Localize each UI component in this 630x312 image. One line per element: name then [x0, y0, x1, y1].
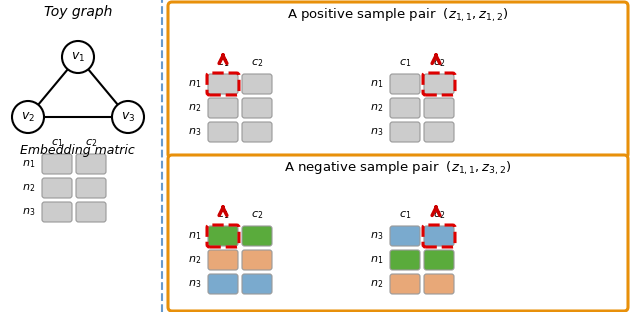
Text: $c_1$: $c_1$	[217, 57, 229, 69]
Text: $n_3$: $n_3$	[21, 206, 35, 218]
FancyBboxPatch shape	[424, 98, 454, 118]
FancyBboxPatch shape	[390, 98, 420, 118]
FancyBboxPatch shape	[76, 202, 106, 222]
Text: $v_1$: $v_1$	[71, 51, 85, 64]
Circle shape	[62, 41, 94, 73]
FancyBboxPatch shape	[208, 98, 238, 118]
Text: $n_2$: $n_2$	[188, 102, 201, 114]
Text: $n_1$: $n_1$	[370, 254, 383, 266]
FancyBboxPatch shape	[76, 154, 106, 174]
Text: A negative sample pair  $(z_{1,1},z_{3,2})$: A negative sample pair $(z_{1,1},z_{3,2}…	[284, 160, 512, 177]
Text: $n_1$: $n_1$	[188, 230, 201, 242]
FancyBboxPatch shape	[424, 274, 454, 294]
FancyBboxPatch shape	[424, 122, 454, 142]
Text: $v_3$: $v_3$	[121, 110, 135, 124]
FancyBboxPatch shape	[390, 226, 420, 246]
Circle shape	[12, 101, 44, 133]
FancyBboxPatch shape	[242, 226, 272, 246]
FancyBboxPatch shape	[390, 274, 420, 294]
Text: $n_1$: $n_1$	[188, 78, 201, 90]
Text: $c_2$: $c_2$	[85, 137, 97, 149]
FancyBboxPatch shape	[242, 98, 272, 118]
FancyBboxPatch shape	[168, 2, 628, 158]
Text: $c_1$: $c_1$	[399, 209, 411, 221]
Text: $n_3$: $n_3$	[188, 126, 201, 138]
FancyBboxPatch shape	[242, 274, 272, 294]
FancyBboxPatch shape	[390, 74, 420, 94]
Text: $n_2$: $n_2$	[370, 102, 383, 114]
FancyBboxPatch shape	[424, 226, 454, 246]
Text: $n_3$: $n_3$	[188, 278, 201, 290]
FancyBboxPatch shape	[42, 202, 72, 222]
Text: $n_2$: $n_2$	[370, 278, 383, 290]
Text: $n_1$: $n_1$	[21, 158, 35, 170]
Text: Embedding matric: Embedding matric	[20, 144, 135, 157]
Text: $n_1$: $n_1$	[370, 78, 383, 90]
FancyBboxPatch shape	[42, 154, 72, 174]
FancyBboxPatch shape	[208, 274, 238, 294]
Text: $n_2$: $n_2$	[22, 182, 35, 194]
FancyBboxPatch shape	[424, 250, 454, 270]
Text: $n_2$: $n_2$	[188, 254, 201, 266]
FancyBboxPatch shape	[424, 74, 454, 94]
FancyBboxPatch shape	[42, 178, 72, 198]
FancyBboxPatch shape	[168, 155, 628, 311]
Text: $c_1$: $c_1$	[51, 137, 63, 149]
Text: $c_2$: $c_2$	[433, 209, 445, 221]
Text: Toy graph: Toy graph	[44, 5, 112, 19]
FancyBboxPatch shape	[208, 250, 238, 270]
FancyBboxPatch shape	[208, 226, 238, 246]
FancyBboxPatch shape	[208, 74, 238, 94]
FancyBboxPatch shape	[242, 122, 272, 142]
Text: $n_3$: $n_3$	[370, 230, 383, 242]
Text: $c_1$: $c_1$	[399, 57, 411, 69]
FancyBboxPatch shape	[390, 122, 420, 142]
FancyBboxPatch shape	[390, 250, 420, 270]
Circle shape	[112, 101, 144, 133]
Text: $n_3$: $n_3$	[370, 126, 383, 138]
Text: $c_1$: $c_1$	[217, 209, 229, 221]
FancyBboxPatch shape	[208, 122, 238, 142]
Text: $c_2$: $c_2$	[251, 209, 263, 221]
FancyBboxPatch shape	[242, 74, 272, 94]
Text: A positive sample pair  $(z_{1,1},z_{1,2})$: A positive sample pair $(z_{1,1},z_{1,2}…	[287, 7, 509, 24]
FancyBboxPatch shape	[242, 250, 272, 270]
Text: $c_2$: $c_2$	[433, 57, 445, 69]
Text: $c_2$: $c_2$	[251, 57, 263, 69]
FancyBboxPatch shape	[76, 178, 106, 198]
Text: $v_2$: $v_2$	[21, 110, 35, 124]
